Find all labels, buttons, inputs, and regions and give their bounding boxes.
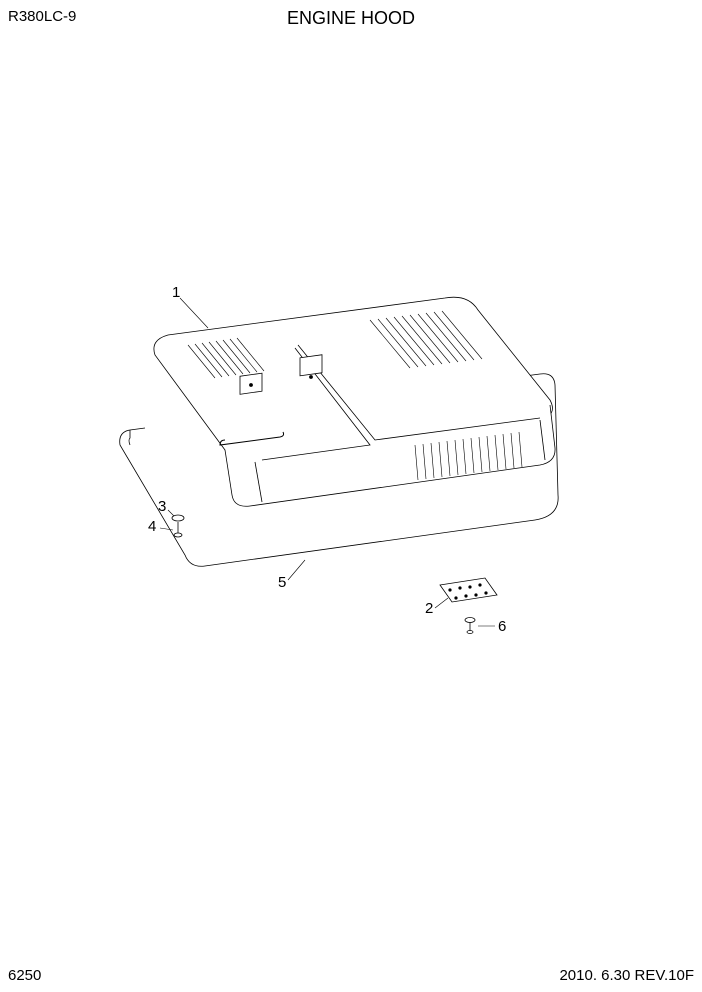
callout-2: 2 — [425, 600, 433, 617]
callout-5: 5 — [278, 574, 286, 591]
revision-date: 2010. 6.30 REV.10F — [559, 967, 694, 984]
callout-6: 6 — [498, 618, 506, 635]
engine-hood-diagram — [0, 0, 702, 700]
callout-4: 4 — [148, 518, 156, 535]
page-code: 6250 — [8, 967, 41, 984]
callout-1: 1 — [172, 284, 180, 301]
callout-3: 3 — [158, 498, 166, 515]
